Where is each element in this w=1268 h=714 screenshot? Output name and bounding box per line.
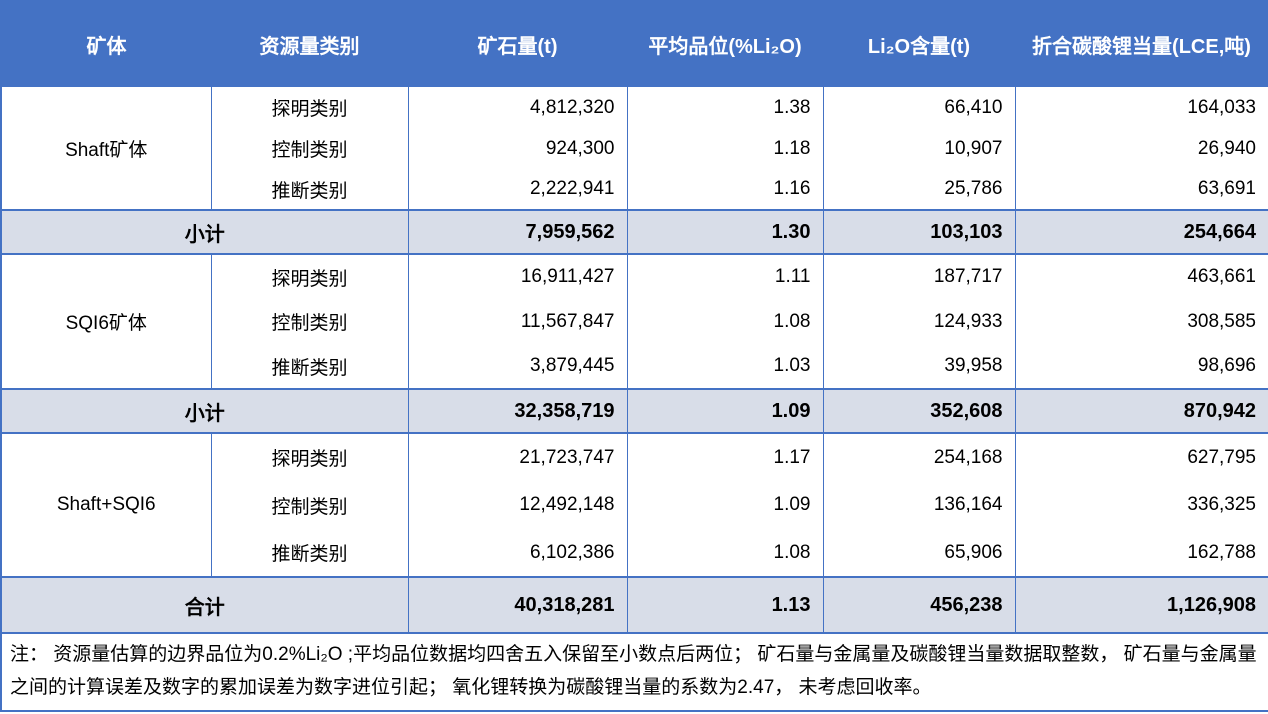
cell-lce: 336,325 bbox=[1014, 481, 1268, 529]
cell-category: 控制类别 bbox=[210, 481, 409, 529]
total-label: 合计 bbox=[0, 576, 409, 634]
col-header-li2o-content: Li₂O含量(t) bbox=[823, 1, 1015, 87]
cell-grade: 1.38 bbox=[626, 87, 824, 128]
cell-grade: 1.08 bbox=[626, 529, 824, 577]
cell-lce: 308,585 bbox=[1014, 299, 1268, 344]
cell-orebody-shaft: Shaft矿体 bbox=[0, 87, 212, 210]
cell-ore-tonnage: 4,812,320 bbox=[407, 87, 628, 128]
cell-grade: 1.08 bbox=[626, 299, 824, 344]
cell-ore-tonnage: 924,300 bbox=[407, 128, 628, 169]
table-row: Shaft矿体 探明类别 4,812,320 1.38 66,410 164,0… bbox=[0, 87, 1268, 210]
subtotal-lce: 254,664 bbox=[1014, 209, 1268, 255]
subtotal-lce: 870,942 bbox=[1014, 388, 1268, 434]
cell-lce: 26,940 bbox=[1014, 128, 1268, 169]
table-row: 控制类别 11,567,847 1.08 124,933 308,585 bbox=[1, 299, 1268, 344]
col-header-orebody: 矿体 bbox=[1, 1, 211, 87]
cell-orebody-combined: Shaft+SQI6 bbox=[0, 433, 212, 577]
cell-lce: 463,661 bbox=[1014, 254, 1268, 299]
table-row: SQI6矿体 探明类别 16,911,427 1.11 187,717 463,… bbox=[0, 254, 1268, 389]
subtotal-grade: 1.09 bbox=[626, 388, 824, 434]
cell-ore-tonnage: 12,492,148 bbox=[407, 481, 628, 529]
table-row: 推断类别 3,879,445 1.03 39,958 98,696 bbox=[1, 344, 1268, 389]
cell-lce: 162,788 bbox=[1014, 529, 1268, 577]
cell-category: 控制类别 bbox=[210, 128, 409, 169]
subtotal-li2o: 352,608 bbox=[822, 388, 1016, 434]
total-row: 合计 40,318,281 1.13 456,238 1,126,908 bbox=[0, 576, 1268, 634]
cell-grade: 1.09 bbox=[626, 481, 824, 529]
total-ore-tonnage: 40,318,281 bbox=[407, 576, 628, 634]
cell-li2o: 65,906 bbox=[822, 529, 1016, 577]
col-header-ore-tonnage: 矿石量(t) bbox=[408, 1, 627, 87]
total-lce: 1,126,908 bbox=[1014, 576, 1268, 634]
table-row: 推断类别 6,102,386 1.08 65,906 162,788 bbox=[1, 529, 1268, 577]
cell-category: 探明类别 bbox=[210, 254, 409, 299]
cell-category: 探明类别 bbox=[210, 87, 409, 128]
subtotal-label: 小计 bbox=[0, 209, 409, 255]
cell-grade: 1.03 bbox=[626, 344, 824, 389]
cell-li2o: 254,168 bbox=[822, 433, 1016, 481]
cell-li2o: 25,786 bbox=[822, 169, 1016, 210]
total-li2o: 456,238 bbox=[822, 576, 1016, 634]
cell-li2o: 66,410 bbox=[822, 87, 1016, 128]
note-row: 注： 资源量估算的边界品位为0.2%Li₂O ;平均品位数据均四舍五入保留至小数… bbox=[0, 631, 1268, 712]
cell-lce: 63,691 bbox=[1014, 169, 1268, 210]
cell-lce: 627,795 bbox=[1014, 433, 1268, 481]
cell-li2o: 187,717 bbox=[822, 254, 1016, 299]
cell-ore-tonnage: 16,911,427 bbox=[407, 254, 628, 299]
cell-orebody-sqi6: SQI6矿体 bbox=[0, 254, 212, 389]
cell-ore-tonnage: 6,102,386 bbox=[407, 529, 628, 577]
cell-category: 探明类别 bbox=[210, 433, 409, 481]
cell-lce: 98,696 bbox=[1014, 344, 1268, 389]
table-row: Shaft+SQI6 探明类别 21,723,747 1.17 254,168 … bbox=[0, 433, 1268, 577]
cell-category: 推断类别 bbox=[210, 169, 409, 210]
cell-grade: 1.18 bbox=[626, 128, 824, 169]
cell-grade: 1.17 bbox=[626, 433, 824, 481]
subtotal-row-shaft: 小计 7,959,562 1.30 103,103 254,664 bbox=[0, 209, 1268, 255]
subtotal-ore-tonnage: 7,959,562 bbox=[407, 209, 628, 255]
cell-ore-tonnage: 2,222,941 bbox=[407, 169, 628, 210]
total-grade: 1.13 bbox=[626, 576, 824, 634]
cell-li2o: 124,933 bbox=[822, 299, 1016, 344]
note-text: 注： 资源量估算的边界品位为0.2%Li₂O ;平均品位数据均四舍五入保留至小数… bbox=[0, 631, 1268, 712]
col-header-resource-category: 资源量类别 bbox=[211, 1, 408, 87]
table-row: 控制类别 924,300 1.18 10,907 26,940 bbox=[1, 128, 1268, 169]
cell-li2o: 39,958 bbox=[822, 344, 1016, 389]
cell-li2o: 10,907 bbox=[822, 128, 1016, 169]
cell-li2o: 136,164 bbox=[822, 481, 1016, 529]
subtotal-row-sqi6: 小计 32,358,719 1.09 352,608 870,942 bbox=[0, 388, 1268, 434]
col-header-lce-equivalent: 折合碳酸锂当量(LCE,吨) bbox=[1015, 1, 1268, 87]
cell-category: 推断类别 bbox=[210, 344, 409, 389]
subtotal-li2o: 103,103 bbox=[822, 209, 1016, 255]
cell-grade: 1.16 bbox=[626, 169, 824, 210]
table-row: 推断类别 2,222,941 1.16 25,786 63,691 bbox=[1, 169, 1268, 210]
cell-ore-tonnage: 3,879,445 bbox=[407, 344, 628, 389]
subtotal-label: 小计 bbox=[0, 388, 409, 434]
subtotal-grade: 1.30 bbox=[626, 209, 824, 255]
cell-lce: 164,033 bbox=[1014, 87, 1268, 128]
cell-ore-tonnage: 11,567,847 bbox=[407, 299, 628, 344]
subtotal-ore-tonnage: 32,358,719 bbox=[407, 388, 628, 434]
cell-ore-tonnage: 21,723,747 bbox=[407, 433, 628, 481]
cell-category: 控制类别 bbox=[210, 299, 409, 344]
cell-category: 推断类别 bbox=[210, 529, 409, 577]
cell-grade: 1.11 bbox=[626, 254, 824, 299]
col-header-average-grade: 平均品位(%Li₂O) bbox=[627, 1, 823, 87]
table-row: 控制类别 12,492,148 1.09 136,164 336,325 bbox=[1, 481, 1268, 529]
header-row: 矿体 资源量类别 矿石量(t) 平均品位(%Li₂O) Li₂O含量(t) 折合… bbox=[1, 1, 1268, 87]
